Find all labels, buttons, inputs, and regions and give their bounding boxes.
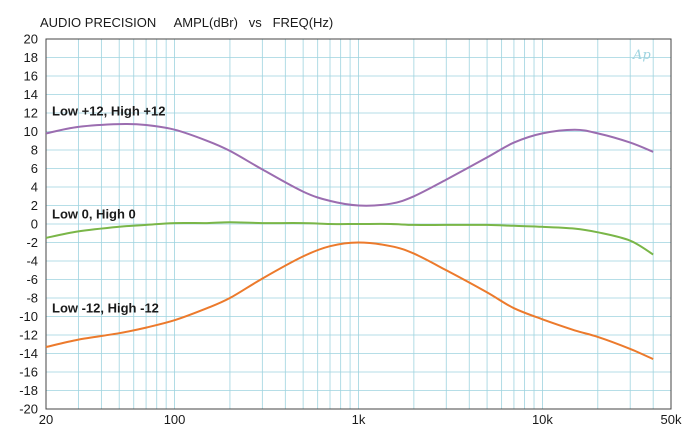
series-label-0: Low +12, High +12	[52, 104, 165, 119]
y-tick-label: -20	[19, 402, 38, 417]
x-tick-label: 10k	[532, 412, 553, 427]
x-tick-label: 50k	[661, 412, 682, 427]
y-tick-label: -4	[26, 254, 38, 269]
y-tick-label: 4	[31, 180, 38, 195]
series-lines	[45, 122, 654, 361]
x-axis-ticks: 20 100 1k 10k 50k	[39, 412, 682, 427]
series-label-2: Low -12, High -12	[52, 301, 159, 316]
y-tick-label: 16	[24, 69, 38, 84]
x-tick-label: 100	[164, 412, 186, 427]
series-label-1: Low 0, High 0	[52, 206, 136, 221]
y-tick-label: 2	[31, 198, 38, 213]
y-tick-label: -8	[26, 291, 38, 306]
x-tick-label: 20	[39, 412, 53, 427]
y-tick-label: -14	[19, 346, 38, 361]
series-labels: Low +12, High +12 Low 0, High 0 Low -12, H…	[52, 104, 165, 316]
y-tick-label: -18	[19, 383, 38, 398]
y-tick-label: 6	[31, 161, 38, 176]
y-tick-label: 10	[24, 124, 38, 139]
y-tick-label: -12	[19, 328, 38, 343]
y-tick-label: -6	[26, 272, 38, 287]
y-tick-label: 0	[31, 217, 38, 232]
y-axis-ticks: 20181614121086420-2-4-6-8-10-12-14-16-18…	[19, 32, 38, 417]
y-tick-label: -2	[26, 235, 38, 250]
y-tick-label: 18	[24, 50, 38, 65]
series-line-1	[45, 221, 654, 256]
plot-frame	[45, 38, 672, 410]
ap-logo: Ap	[632, 48, 651, 63]
chart-title: AUDIO PRECISION AMPL(dBr) vs FREQ(Hz)	[40, 15, 333, 30]
y-tick-label: 12	[24, 106, 38, 121]
series-line-0	[45, 122, 654, 207]
y-tick-label: 8	[31, 143, 38, 158]
y-tick-label: -10	[19, 309, 38, 324]
series-line-2	[45, 241, 654, 361]
y-tick-label: 20	[24, 32, 38, 47]
x-tick-label: 1k	[352, 412, 366, 427]
y-tick-label: 14	[24, 87, 38, 102]
y-tick-label: -16	[19, 365, 38, 380]
